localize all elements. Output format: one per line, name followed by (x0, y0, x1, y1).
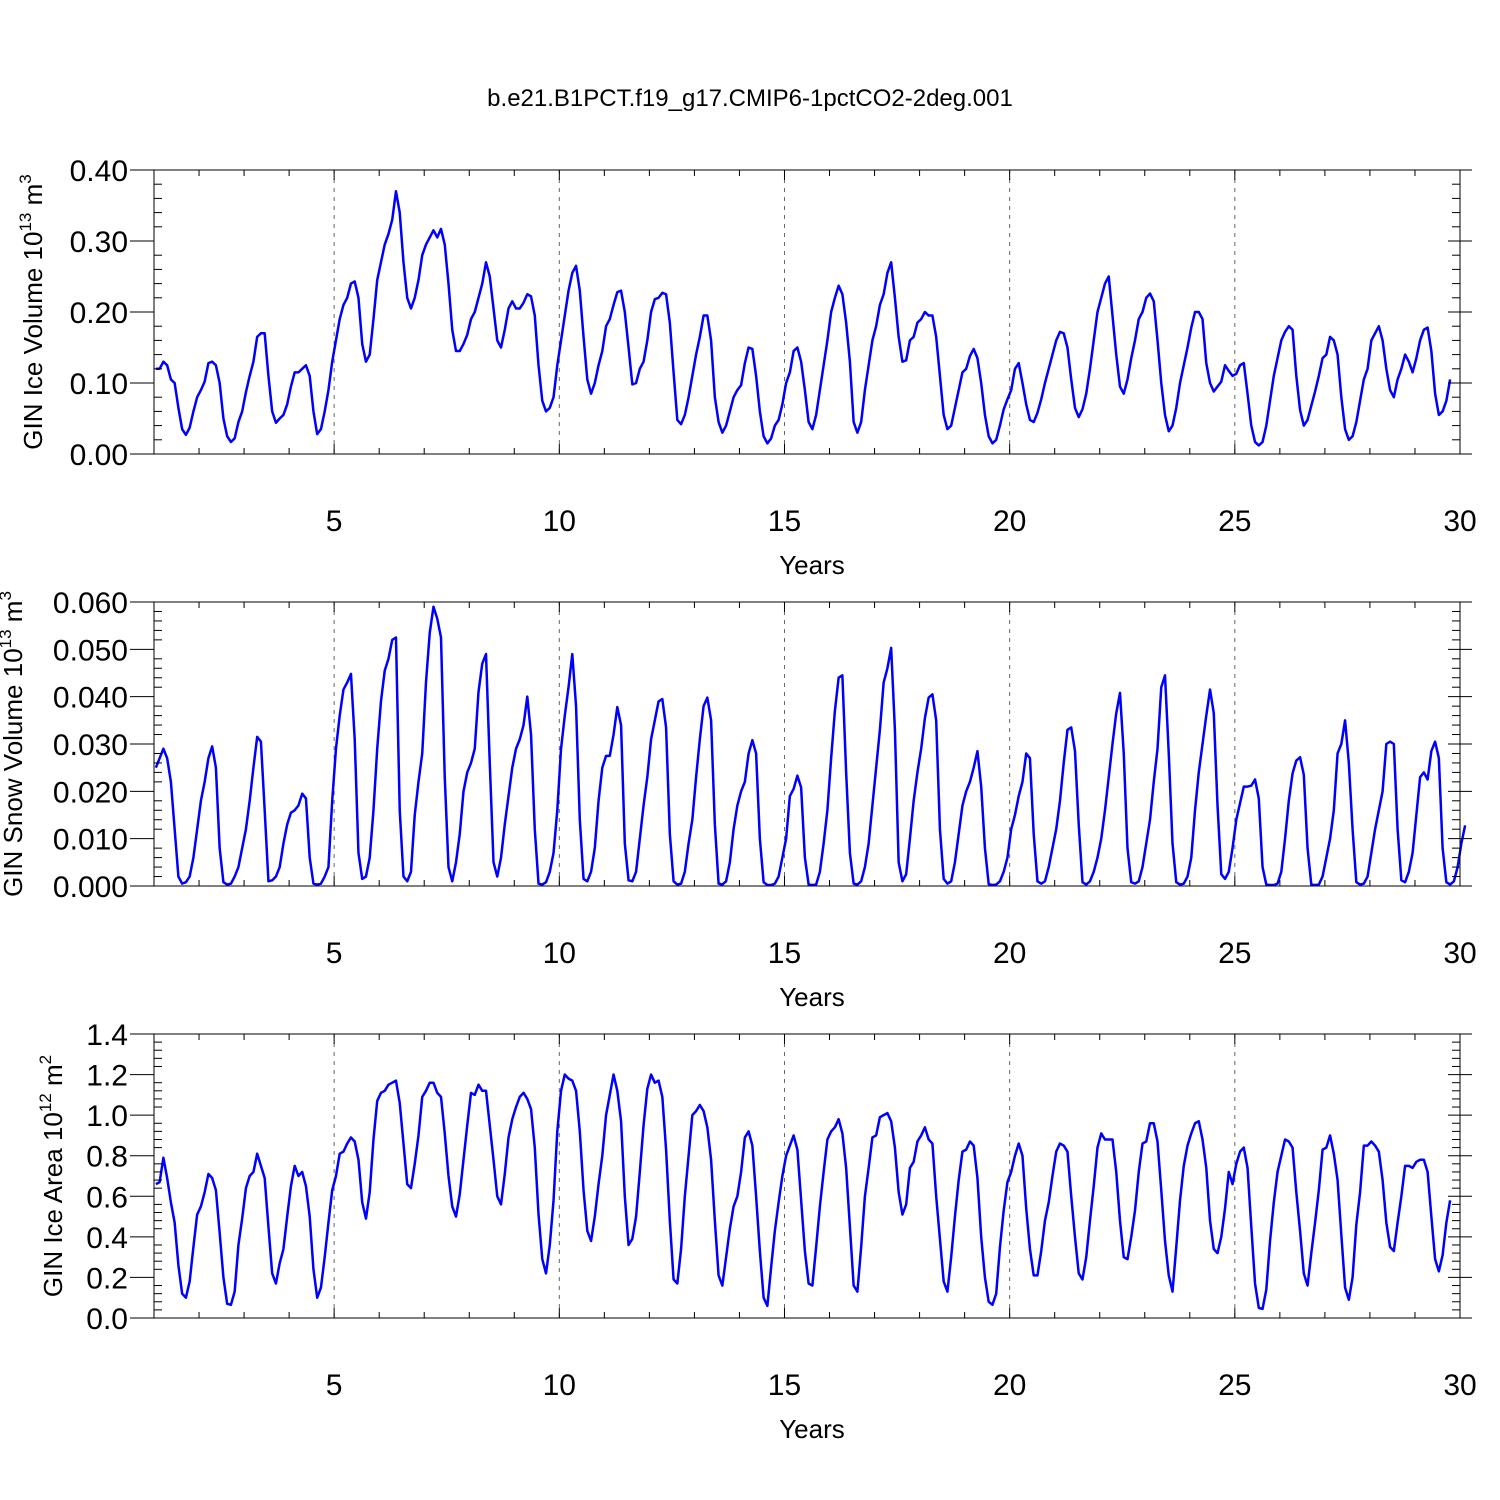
y-tick-label: 1.2 (86, 1060, 128, 1093)
x-tick-label: 10 (543, 937, 576, 970)
y-tick-label: 0.030 (53, 729, 128, 762)
y-tick-label: 0.00 (70, 439, 128, 472)
y-tick-label: 0.0 (86, 1303, 128, 1336)
x-tick-label: 20 (993, 505, 1026, 538)
x-tick-label: 15 (768, 1369, 801, 1402)
y-tick-label: 0.40 (70, 155, 128, 188)
x-axis-label: Years (779, 1414, 845, 1444)
x-tick-label: 30 (1443, 505, 1476, 538)
y-axis-label: GIN Snow Volume 1013 m3 (0, 591, 28, 897)
chart-panel-3: 0.0 0.2 0.4 0.6 0.8 1.0 1.2 1.4 5 10 15 20 25 30 Years… (36, 1019, 1477, 1444)
y-axis-label: GIN Ice Area 1012 m2 (36, 1055, 68, 1297)
x-tick-label: 20 (993, 1369, 1026, 1402)
y-tick-label: 0.4 (86, 1222, 128, 1255)
y-axis-label: GIN Ice Volume 1013 m3 (16, 174, 48, 450)
x-tick-label: 30 (1443, 937, 1476, 970)
x-tick-label: 10 (543, 505, 576, 538)
y-tick-label: 1.4 (86, 1019, 128, 1052)
y-tick-label: 0.30 (70, 226, 128, 259)
series-line (154, 605, 1467, 887)
series-line (155, 190, 1452, 447)
x-tick-label: 25 (1218, 937, 1251, 970)
y-tick-label: 0.020 (53, 776, 128, 809)
x-tick-label: 25 (1218, 505, 1251, 538)
y-tick-label: 0.10 (70, 368, 128, 401)
panels: 0.00 0.10 0.20 0.30 0.40 5 10 15 20 25 30 Years GIN … (0, 155, 1477, 1444)
x-tick-label: 30 (1443, 1369, 1476, 1402)
y-tick-label: 0.20 (70, 297, 128, 330)
y-tick-label: 0.6 (86, 1181, 128, 1214)
y-tick-label: 0.000 (53, 871, 128, 904)
x-axis-label: Years (779, 550, 845, 580)
x-tick-label: 20 (993, 937, 1026, 970)
chart-panel-1: 0.00 0.10 0.20 0.30 0.40 5 10 15 20 25 30 Years GIN … (16, 155, 1477, 580)
x-tick-label: 15 (768, 937, 801, 970)
figure-title: b.e21.B1PCT.f19_g17.CMIP6-1pctCO2-2deg.0… (487, 85, 1013, 112)
y-tick-label: 0.040 (53, 682, 128, 715)
x-tick-label: 5 (326, 1369, 343, 1402)
x-tick-label: 25 (1218, 1369, 1251, 1402)
x-axis-label: Years (779, 982, 845, 1012)
y-tick-label: 1.0 (86, 1100, 128, 1133)
series-line (155, 1073, 1452, 1311)
y-tick-label: 0.060 (53, 587, 128, 620)
y-tick-label: 0.8 (86, 1141, 128, 1174)
x-tick-label: 5 (326, 937, 343, 970)
x-tick-label: 10 (543, 1369, 576, 1402)
chart-panel-2: 0.000 0.010 0.020 0.030 0.040 0.050 0.060 5 10 15… (0, 587, 1477, 1012)
y-tick-label: 0.050 (53, 634, 128, 667)
y-tick-label: 0.2 (86, 1262, 128, 1295)
y-tick-label: 0.010 (53, 824, 128, 857)
x-tick-label: 15 (768, 505, 801, 538)
plot-frame (153, 1033, 1461, 1319)
x-tick-label: 5 (326, 505, 343, 538)
